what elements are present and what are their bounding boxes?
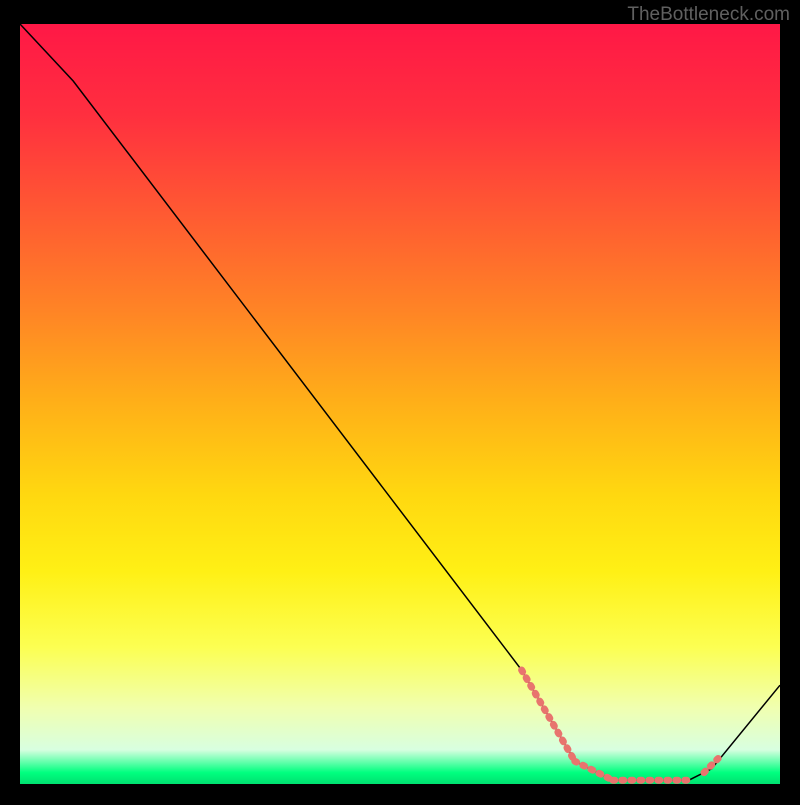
chart-svg xyxy=(0,0,800,800)
watermark-text: TheBottleneck.com xyxy=(627,4,790,26)
plot-background xyxy=(20,24,780,784)
bottleneck-chart xyxy=(0,0,800,800)
